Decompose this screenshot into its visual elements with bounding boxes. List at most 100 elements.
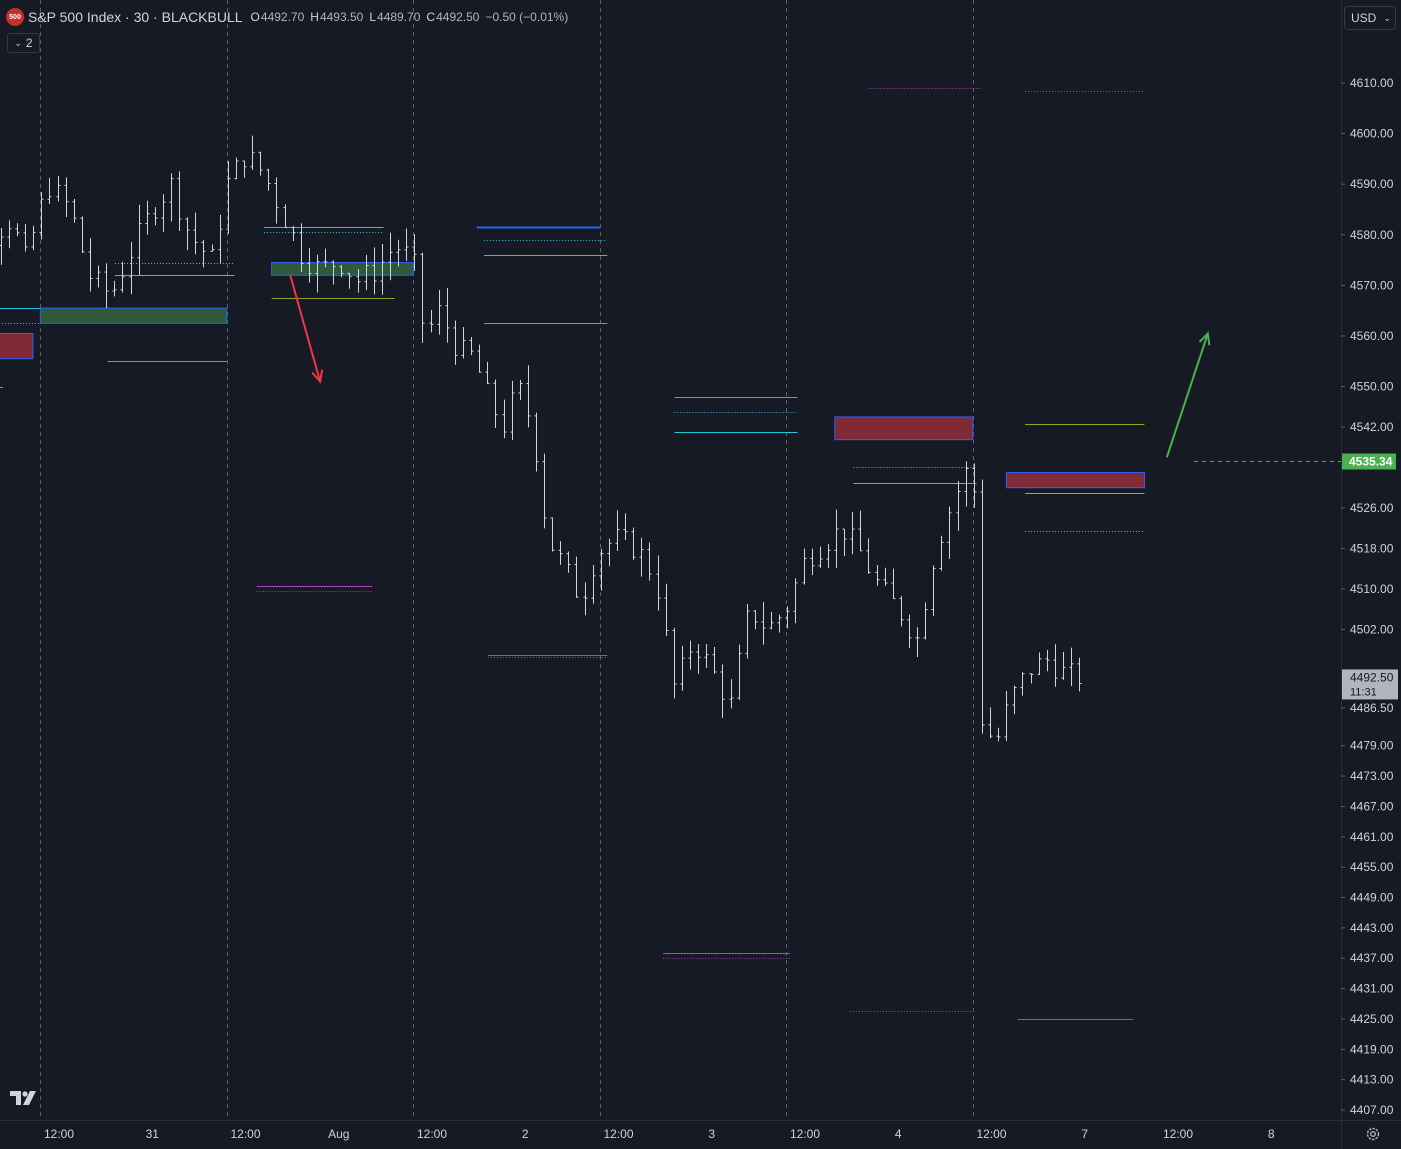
ohlc-bar [931, 565, 936, 617]
ohlc-bar [599, 548, 604, 591]
gear-icon[interactable] [1365, 1126, 1381, 1142]
ohlc-bar [388, 232, 393, 281]
symbol-title[interactable]: S&P 500 Index · 30 · BLACKBULL [28, 9, 243, 25]
ohlc-bar [891, 568, 896, 600]
ohlc-bar [761, 602, 766, 645]
ohlc-bar [307, 248, 312, 283]
indicators-toggle-button[interactable]: ⌄ 2 [7, 33, 40, 53]
ohlc-bar [218, 214, 223, 264]
ohlc-bar [769, 611, 774, 630]
price-tick-label: 4407.00 [1350, 1103, 1394, 1117]
ohlc-bar [688, 640, 693, 670]
price-change: −0.50 (−0.01%) [485, 10, 569, 24]
ohlc-bar [574, 556, 579, 598]
ohlc-bar [534, 412, 539, 472]
ohlc-bar [404, 228, 409, 261]
ohlc-bar [996, 727, 1001, 742]
time-tick-label: 12:00 [230, 1127, 260, 1141]
ohlc-bar [23, 223, 28, 252]
ohlc-bar [1012, 685, 1017, 715]
red-zone [834, 416, 974, 441]
ohlc-bar [696, 644, 701, 674]
ohlc-bar [526, 365, 531, 428]
time-tick-label: 3 [708, 1127, 715, 1141]
ohlc-high: H4493.50 [310, 10, 364, 24]
marker-label-bg [1342, 453, 1396, 470]
price-tick-label: 4443.00 [1350, 921, 1394, 935]
ohlc-bar [104, 263, 109, 309]
time-tick-label: 12:00 [44, 1127, 74, 1141]
price-tick-label: 4455.00 [1350, 860, 1394, 874]
time-axis[interactable]: 12:00 31 12:00 Aug 12:00 2 12:00 3 12:00 4 12:00 7 1… [44, 1127, 1275, 1141]
ohlc-bar [56, 175, 61, 202]
ohlc-bar [988, 707, 993, 739]
ohlc-bar [558, 541, 563, 565]
ohlc-bar [704, 644, 709, 668]
ohlc-bar [607, 538, 612, 567]
ohlc-bar [201, 239, 206, 268]
ohlc-bar [250, 135, 255, 170]
tradingview-logo-icon[interactable] [10, 1089, 40, 1107]
price-tick-label: 4550.00 [1350, 380, 1394, 394]
ohlc-bar [615, 510, 620, 552]
ohlc-bar [939, 535, 944, 571]
ohlc-bar [639, 537, 644, 577]
ohlc-bar [177, 171, 182, 231]
ohlc-bar [1045, 649, 1050, 672]
ohlc-bar [315, 254, 320, 293]
ohlc-bar [737, 644, 742, 700]
ohlc-close: C4492.50 [426, 10, 480, 24]
chevron-down-icon: ⌄ [14, 37, 22, 48]
ohlc-bar [875, 564, 880, 586]
price-tick-label: 4590.00 [1350, 177, 1394, 191]
ohlc-bar [680, 645, 685, 691]
ohlc-bar [364, 254, 369, 291]
ohlc-open: O4492.70 [250, 10, 305, 24]
ohlc-bar [461, 327, 466, 359]
arrow-shaft [1165, 333, 1209, 458]
ohlc-bar [510, 380, 515, 441]
ohlc-bar [785, 606, 790, 629]
ohlc-bar [542, 453, 547, 529]
ohlc-bar [88, 238, 93, 292]
time-tick-label: Aug [328, 1127, 349, 1141]
green-zone [271, 262, 414, 276]
price-tick-label: 4473.00 [1350, 769, 1394, 783]
ohlc-bar [347, 272, 352, 289]
ohlc-bar [493, 379, 498, 428]
time-tick-label: 2 [522, 1127, 529, 1141]
price-tick-label: 4600.00 [1350, 127, 1394, 141]
ohlc-bar [729, 679, 734, 709]
ohlc-bar [437, 289, 442, 335]
symbol-icon[interactable]: 500 [6, 8, 24, 26]
trend-arrows [289, 274, 1211, 458]
ohlc-bars [0, 135, 1082, 742]
price-tick-label: 4449.00 [1350, 891, 1394, 905]
ohlc-bar [283, 204, 288, 229]
ohlc-bar [380, 243, 385, 295]
price-axis[interactable]: 4610.00 4600.00 4590.00 4580.00 4570.00 4560.… [1341, 76, 1394, 1117]
ohlc-bar [477, 344, 482, 373]
marker-label: 4535.34 [1349, 455, 1393, 469]
ohlc-bar [412, 234, 417, 272]
ohlc-bar [7, 220, 12, 249]
price-tick-label: 4419.00 [1350, 1042, 1394, 1056]
ohlc-bar [566, 551, 571, 573]
ohlc-bar [923, 602, 928, 640]
ohlc-bar [485, 361, 490, 384]
ohlc-bar [712, 646, 717, 674]
ohlc-bar [258, 151, 263, 176]
chevron-down-icon: ⌄ [1383, 12, 1391, 23]
currency-select[interactable]: USD ⌄ [1344, 6, 1396, 30]
indicators-count: 2 [25, 36, 33, 50]
ohlc-bar [866, 538, 871, 574]
ohlc-bar [161, 194, 166, 232]
ohlc-bar [169, 173, 174, 222]
ohlc-bar [339, 265, 344, 278]
red-zone [1005, 472, 1145, 489]
green-zone [39, 307, 228, 324]
chart-legend: 500 S&P 500 Index · 30 · BLACKBULL O4492… [6, 8, 568, 26]
ohlc-bar [120, 261, 125, 293]
